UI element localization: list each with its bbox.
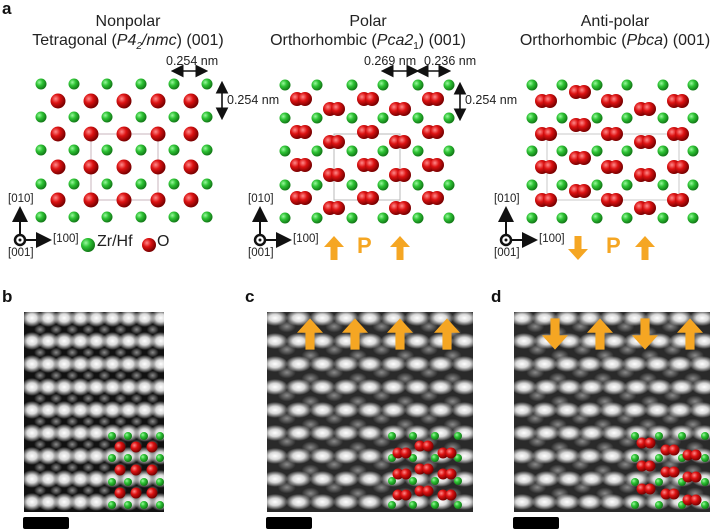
stem-c-content <box>267 312 473 510</box>
axes-triad-3 <box>498 206 538 248</box>
title-text: ) (001) <box>418 32 466 49</box>
space-group-suffix: /nmc <box>141 32 177 49</box>
title-polar-line2: Orthorhombic (Pca21) (001) <box>268 31 468 56</box>
legend-zrhf-icon <box>81 238 95 252</box>
stem-d-content <box>514 312 710 510</box>
axis-label-100-a3: [100] <box>539 233 565 245</box>
axes-triad-1 <box>12 206 52 248</box>
panel-label-d: d <box>491 287 502 306</box>
axis-label-010-a3: [010] <box>494 193 520 205</box>
axis-label-001-a2: [001] <box>248 247 274 259</box>
title-antipolar-line1: Anti-polar <box>580 13 650 30</box>
title-text: Orthorhombic ( <box>519 32 627 49</box>
polarization-label-polar: P <box>357 233 372 258</box>
dim-nonpolar-vertical: 0.254 nm <box>227 93 280 107</box>
axis-label-001-a3: [001] <box>494 247 520 259</box>
dim-polar-horizontal-2: 0.236 nm <box>424 54 477 68</box>
panel-label-b: b <box>2 287 13 306</box>
stem-b-content <box>24 312 164 511</box>
space-group: P4 <box>116 32 137 49</box>
scale-bar-d <box>513 517 559 529</box>
polarization-arrows-a <box>324 236 655 260</box>
space-group-sub: 1 <box>413 41 419 53</box>
panel-label-c: c <box>245 287 255 306</box>
title-text: Orthorhombic ( <box>270 32 377 49</box>
axis-label-100-a1: [100] <box>53 233 79 245</box>
title-polar-line1: Polar <box>349 13 387 30</box>
title-nonpolar-line2: Tetragonal (P42/nmc) (001) <box>28 31 228 56</box>
axis-label-010-a2: [010] <box>248 193 274 205</box>
title-nonpolar-line1: Nonpolar <box>95 13 161 30</box>
title-polar: Polar Orthorhombic (Pca21) (001) <box>268 12 468 56</box>
legend-label-o: O <box>157 233 170 250</box>
axes-triads <box>12 206 538 248</box>
legend-o-icon <box>142 238 156 252</box>
title-antipolar-line2: Orthorhombic (Pbca) (001) <box>515 31 715 50</box>
title-nonpolar: Nonpolar Tetragonal (P42/nmc) (001) <box>28 12 228 56</box>
space-group: Pbca <box>626 32 664 49</box>
space-group: Pca2 <box>376 32 414 49</box>
panel-label-a: a <box>2 0 12 18</box>
legend-label-zrhf: Zr/Hf <box>97 233 133 250</box>
dim-nonpolar-horizontal: 0.254 nm <box>166 54 219 68</box>
scale-bar-b <box>23 517 69 529</box>
axes-triad-2 <box>252 206 292 248</box>
dimension-arrows <box>170 64 467 122</box>
axis-label-010-a1: [010] <box>8 193 34 205</box>
atom-grids <box>35 78 699 224</box>
title-text: ) (001) <box>663 32 711 49</box>
title-text: ) (001) <box>176 32 224 49</box>
title-antipolar: Anti-polar Orthorhombic (Pbca) (001) <box>515 12 715 50</box>
axis-label-001-a1: [001] <box>8 247 34 259</box>
title-text: Tetragonal ( <box>32 32 117 49</box>
polarization-label-antipolar: P <box>606 233 621 258</box>
axis-label-100-a2: [100] <box>293 233 319 245</box>
scale-bar-c <box>266 517 312 529</box>
space-group-sub: 2 <box>136 41 142 53</box>
dim-polar-horizontal-1: 0.269 nm <box>364 54 417 68</box>
dim-polar-vertical: 0.254 nm <box>465 93 518 107</box>
